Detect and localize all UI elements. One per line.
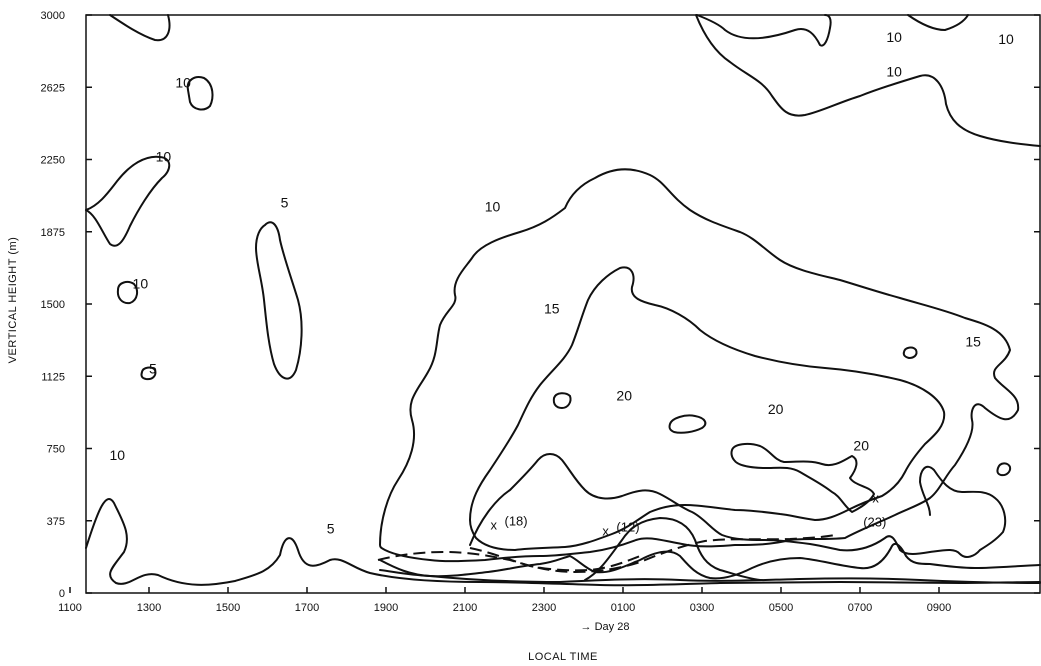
x-tick-label: 1900 <box>374 602 398 614</box>
x-tick-label: 0500 <box>769 602 793 614</box>
y-tick-label: 1875 <box>41 227 65 239</box>
y-tick-label: 1500 <box>41 299 65 311</box>
contour-label: 10 <box>175 74 191 90</box>
boundary-dashed-line <box>377 534 836 574</box>
contour-20-small-1 <box>552 392 572 409</box>
marker-symbol: x <box>602 523 609 538</box>
x-tick-label: 0300 <box>690 602 714 614</box>
x-tick-label: 1300 <box>137 602 161 614</box>
marker-value: (12) <box>616 519 639 534</box>
y-tick-label: 0 <box>59 588 65 600</box>
x-tick-label: 2300 <box>532 602 556 614</box>
x-tick-label: 1700 <box>295 602 319 614</box>
y-tick-label: 375 <box>47 516 65 528</box>
contour-lower <box>379 569 1041 584</box>
y-tick-label: 2250 <box>41 155 65 167</box>
x-tick-label: 1100 <box>58 602 82 614</box>
contour-label: 10 <box>133 276 149 292</box>
y-tick-label: 1125 <box>41 371 65 383</box>
marker-value: (18) <box>505 514 528 529</box>
y-tick-label: 2625 <box>41 82 65 94</box>
contour-20-small-2 <box>668 414 707 434</box>
contour-labels: 10 10 5 10 5 5 10 10 10 10 15 15 20 20 20 10 <box>110 29 1015 536</box>
contour-label: 5 <box>149 360 157 376</box>
contour-label: 20 <box>768 401 784 417</box>
y-tick-label: 3000 <box>41 10 65 22</box>
contour-label: 20 <box>616 387 632 403</box>
contour-inner-lower-2 <box>379 542 1041 580</box>
contour-label: 10 <box>485 199 501 215</box>
x-tick-label: 2100 <box>453 602 477 614</box>
contour-label: 10 <box>110 447 126 463</box>
contour-15-small <box>902 346 918 359</box>
contour-label: 15 <box>965 333 981 349</box>
x-tick-label: 0900 <box>927 602 951 614</box>
contour-10-top-right-2 <box>907 14 969 31</box>
contour-15-main <box>469 266 946 551</box>
y-axis-ticks: 0 375 750 1125 1500 1875 2250 2625 3000 <box>41 10 1040 600</box>
x-axis-title: LOCAL TIME <box>528 651 598 663</box>
contour-10-main <box>379 168 1020 563</box>
contour-label: 20 <box>853 437 869 453</box>
contour-5-baseline <box>85 498 1041 587</box>
contour-10-top-left <box>109 14 171 42</box>
contour-20-main <box>730 442 875 513</box>
contour-10-small-right <box>996 462 1012 477</box>
contour-label: 10 <box>156 148 172 164</box>
contour-label: 5 <box>327 520 335 536</box>
contour-10-left <box>85 155 171 247</box>
x-tick-label: 1500 <box>216 602 240 614</box>
contour-10-small-2 <box>116 281 139 305</box>
x-axis-ticks: 1300 1500 1700 1900 2100 2300 0100 0300 0500 0700… <box>58 587 951 614</box>
contour-inner-lower-1 <box>469 453 1007 558</box>
y-axis-title: VERTICAL HEIGHT (m) <box>7 237 19 364</box>
contour-10-top-right-3 <box>695 14 1041 147</box>
x-tick-label: 0700 <box>848 602 872 614</box>
contour-lines <box>85 14 1041 587</box>
marker-symbol: x <box>491 518 498 533</box>
contour-label: 15 <box>544 301 560 317</box>
contour-5-small <box>140 366 157 381</box>
plot-frame <box>85 14 1041 594</box>
day-28-marker: → Day 28 <box>581 621 630 633</box>
y-tick-label: 750 <box>47 444 65 456</box>
x-tick-label: 0100 <box>611 602 635 614</box>
marker-symbol: x <box>872 491 879 506</box>
contour-10-small-1 <box>186 76 214 111</box>
observation-markers: x (18) x (12) x (23) <box>491 491 887 539</box>
contour-label: 10 <box>998 31 1014 47</box>
marker-value: (23) <box>863 515 886 530</box>
contour-10-top-right-1 <box>696 14 832 47</box>
contour-label: 10 <box>886 64 902 80</box>
contour-5-blob <box>255 221 303 380</box>
contour-label: 10 <box>886 29 902 45</box>
contour-0300-bump <box>584 517 761 581</box>
contour-label: 5 <box>281 195 289 211</box>
boundary-dashed-line-2 <box>469 547 641 572</box>
